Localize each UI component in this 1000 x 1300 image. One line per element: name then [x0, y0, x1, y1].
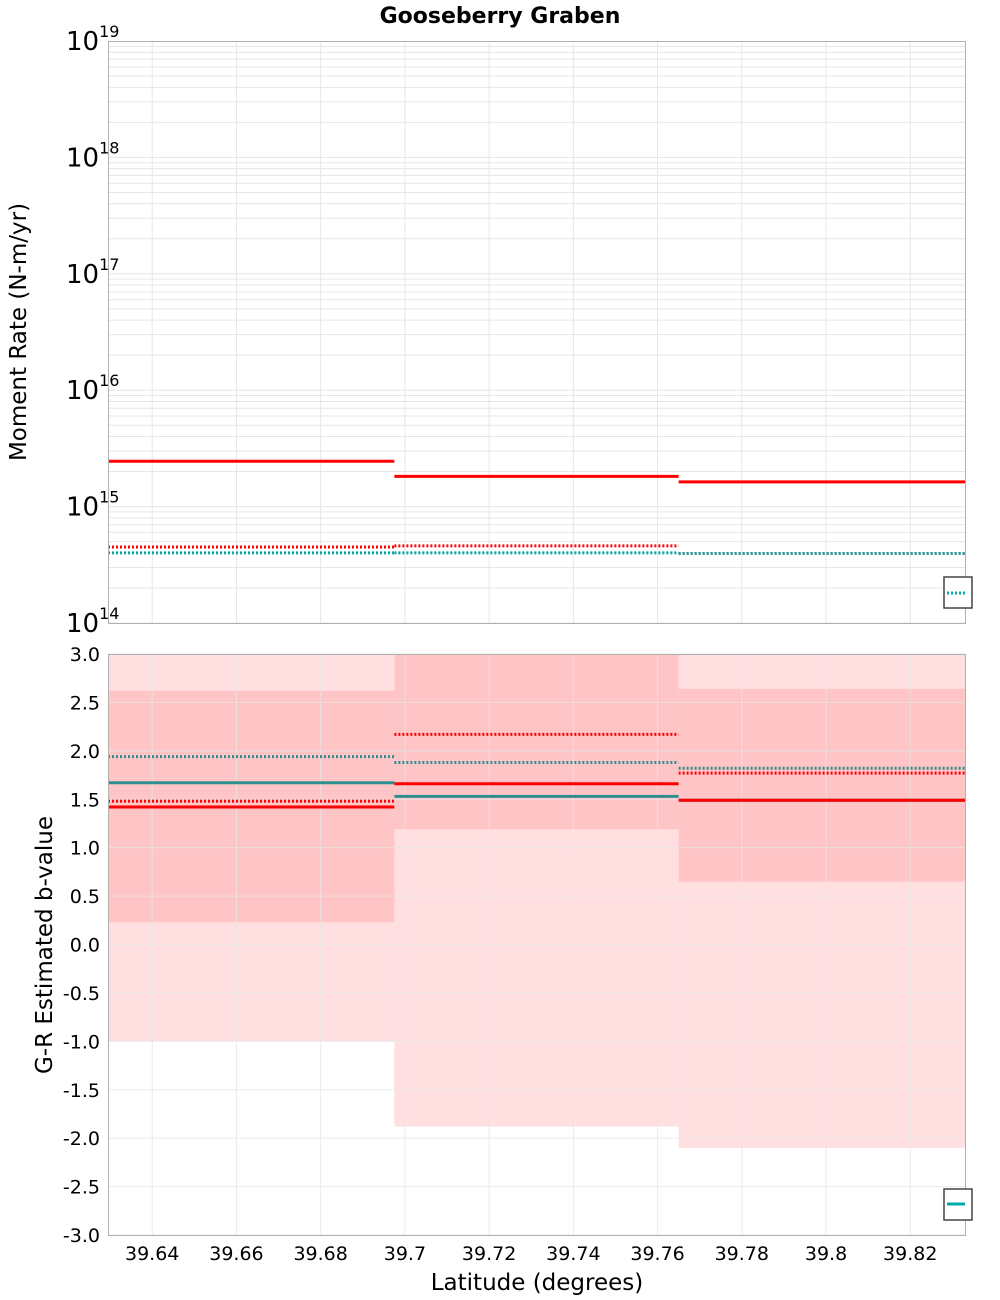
legend-box-moment[interactable] — [943, 576, 973, 609]
confidence-band-inner — [678, 688, 965, 882]
y-axis-title-bvalue: G-R Estimated b-value — [32, 816, 58, 1074]
x-tick-label: 39.78 — [715, 1243, 769, 1265]
x-tick-label: 39.8 — [805, 1243, 847, 1265]
y-tick-label: -3.0 — [63, 1225, 100, 1247]
y-tick-label: 0.0 — [70, 935, 100, 957]
y-tick-label: 1016 — [66, 371, 119, 406]
y-tick-label: 3.0 — [70, 644, 100, 666]
x-tick-label: 39.74 — [546, 1243, 600, 1265]
legend-box-bvalue[interactable] — [943, 1188, 973, 1221]
y-tick-label: 1019 — [66, 22, 119, 57]
y-tick-label: 1015 — [66, 488, 119, 523]
y-tick-label: 1014 — [66, 604, 119, 639]
y-tick-label: 1.5 — [70, 789, 100, 811]
x-tick-label: 39.68 — [293, 1243, 347, 1265]
y-tick-label: -0.5 — [63, 983, 100, 1005]
x-tick-label: 39.72 — [462, 1243, 516, 1265]
y-tick-label: -1.0 — [63, 1031, 100, 1053]
y-tick-label: 1.0 — [70, 838, 100, 860]
y-tick-label: 1018 — [66, 138, 119, 173]
x-tick-label: 39.66 — [209, 1243, 263, 1265]
confidence-band-inner — [394, 654, 679, 830]
chart-title: Gooseberry Graben — [380, 4, 621, 29]
y-tick-label: 2.0 — [70, 741, 100, 763]
b-value-panel: 3.0 2.5 2.0 1.5 1.0 0.5 0.0 -0.5 -1.0 -1.5 -2.0 -2.… — [32, 644, 973, 1296]
x-tick-label: 39.7 — [384, 1243, 426, 1265]
y-tick-label: 0.5 — [70, 886, 100, 908]
x-axis-title: Latitude (degrees) — [431, 1270, 644, 1296]
x-tick-label: 39.82 — [883, 1243, 937, 1265]
x-tick-label: 39.64 — [125, 1243, 179, 1265]
y-axis-title-moment: Moment Rate (N-m/yr) — [6, 203, 32, 461]
y-tick-label: -2.0 — [63, 1128, 100, 1150]
moment-rate-panel: 1014 1015 1016 1017 1018 1019 Moment Rate (N-… — [6, 22, 973, 639]
y-tick-label: 1017 — [66, 255, 119, 290]
y-tick-label: -2.5 — [63, 1177, 100, 1199]
x-tick-label: 39.76 — [630, 1243, 684, 1265]
y-tick-label: -1.5 — [63, 1080, 100, 1102]
y-tick-label: 2.5 — [70, 692, 100, 714]
